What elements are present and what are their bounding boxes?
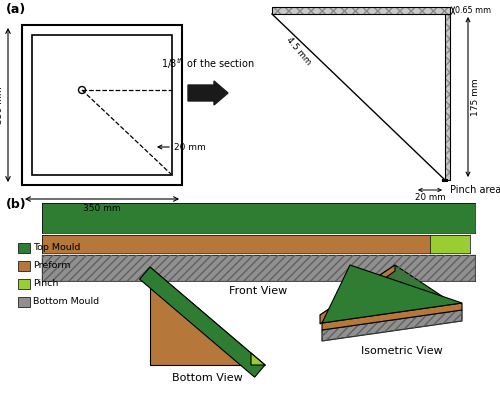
Text: Isometric View: Isometric View bbox=[361, 346, 443, 356]
Text: 20 mm: 20 mm bbox=[174, 143, 206, 152]
Polygon shape bbox=[322, 310, 462, 341]
Bar bbox=[22, 25, 182, 185]
Bar bbox=[18, 261, 30, 271]
Bar bbox=[430, 235, 470, 253]
Text: 175 mm: 175 mm bbox=[471, 78, 480, 116]
Text: Bottom Mould: Bottom Mould bbox=[33, 297, 99, 307]
Text: Bottom View: Bottom View bbox=[172, 373, 243, 383]
Text: 20 mm: 20 mm bbox=[414, 193, 446, 202]
Text: (b): (b) bbox=[6, 198, 26, 211]
Bar bbox=[42, 203, 475, 233]
Polygon shape bbox=[322, 303, 462, 330]
Bar bbox=[445, 14, 450, 180]
Bar bbox=[18, 279, 30, 289]
Bar bbox=[272, 7, 450, 14]
Bar bbox=[18, 243, 30, 253]
Text: Pinch area: Pinch area bbox=[450, 185, 500, 195]
Bar bbox=[18, 297, 30, 307]
Text: Preform: Preform bbox=[33, 261, 70, 271]
Text: 350 mm: 350 mm bbox=[83, 204, 121, 213]
Bar bbox=[42, 255, 475, 281]
Bar bbox=[42, 235, 430, 253]
Text: 0.65 mm: 0.65 mm bbox=[455, 6, 491, 15]
Text: 4.5 mm: 4.5 mm bbox=[284, 36, 312, 67]
Polygon shape bbox=[320, 265, 395, 324]
Polygon shape bbox=[320, 265, 460, 315]
Text: (a): (a) bbox=[6, 3, 26, 16]
FancyArrow shape bbox=[188, 81, 228, 105]
Text: Front View: Front View bbox=[230, 286, 288, 296]
Bar bbox=[272, 7, 450, 14]
Polygon shape bbox=[251, 353, 265, 365]
Polygon shape bbox=[150, 267, 265, 365]
Bar bbox=[42, 255, 475, 281]
Polygon shape bbox=[140, 267, 265, 377]
Text: 1/8$^{th}$ of the section: 1/8$^{th}$ of the section bbox=[161, 56, 255, 71]
Polygon shape bbox=[322, 265, 462, 323]
Text: Pinch: Pinch bbox=[33, 280, 58, 288]
Text: 350 mm: 350 mm bbox=[0, 86, 4, 124]
Text: Top Mould: Top Mould bbox=[33, 243, 80, 252]
Bar bbox=[445, 14, 450, 180]
Bar bbox=[32, 35, 172, 175]
